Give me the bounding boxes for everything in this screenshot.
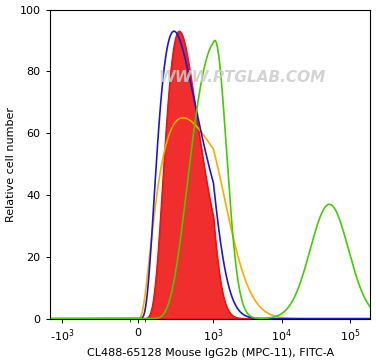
Y-axis label: Relative cell number: Relative cell number bbox=[6, 107, 15, 222]
X-axis label: CL488-65128 Mouse IgG2b (MPC-11), FITC-A: CL488-65128 Mouse IgG2b (MPC-11), FITC-A bbox=[86, 348, 334, 359]
Text: WWW.PTGLAB.COM: WWW.PTGLAB.COM bbox=[159, 70, 326, 85]
